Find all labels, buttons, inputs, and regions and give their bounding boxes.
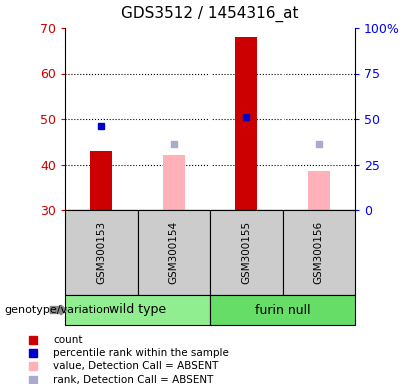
Bar [65,210,137,295]
Bar [283,210,355,295]
Bar [308,171,330,210]
Bar [210,210,283,295]
Text: count: count [53,335,82,345]
Text: furin null: furin null [255,303,310,316]
Text: value, Detection Call = ABSENT: value, Detection Call = ABSENT [53,361,218,371]
Bar [90,151,112,210]
Text: wild type: wild type [109,303,166,316]
Bar [235,37,257,210]
Text: GSM300155: GSM300155 [241,221,251,284]
Bar [163,156,185,210]
Text: percentile rank within the sample: percentile rank within the sample [53,348,229,358]
Bar [137,210,210,295]
Text: genotype/variation: genotype/variation [4,305,110,315]
Text: GSM300153: GSM300153 [96,221,106,284]
Text: GDS3512 / 1454316_at: GDS3512 / 1454316_at [121,6,299,22]
Text: rank, Detection Call = ABSENT: rank, Detection Call = ABSENT [53,375,213,384]
Text: GSM300156: GSM300156 [314,221,324,284]
Text: GSM300154: GSM300154 [169,221,179,284]
Bar [65,295,210,325]
Bar [210,295,355,325]
